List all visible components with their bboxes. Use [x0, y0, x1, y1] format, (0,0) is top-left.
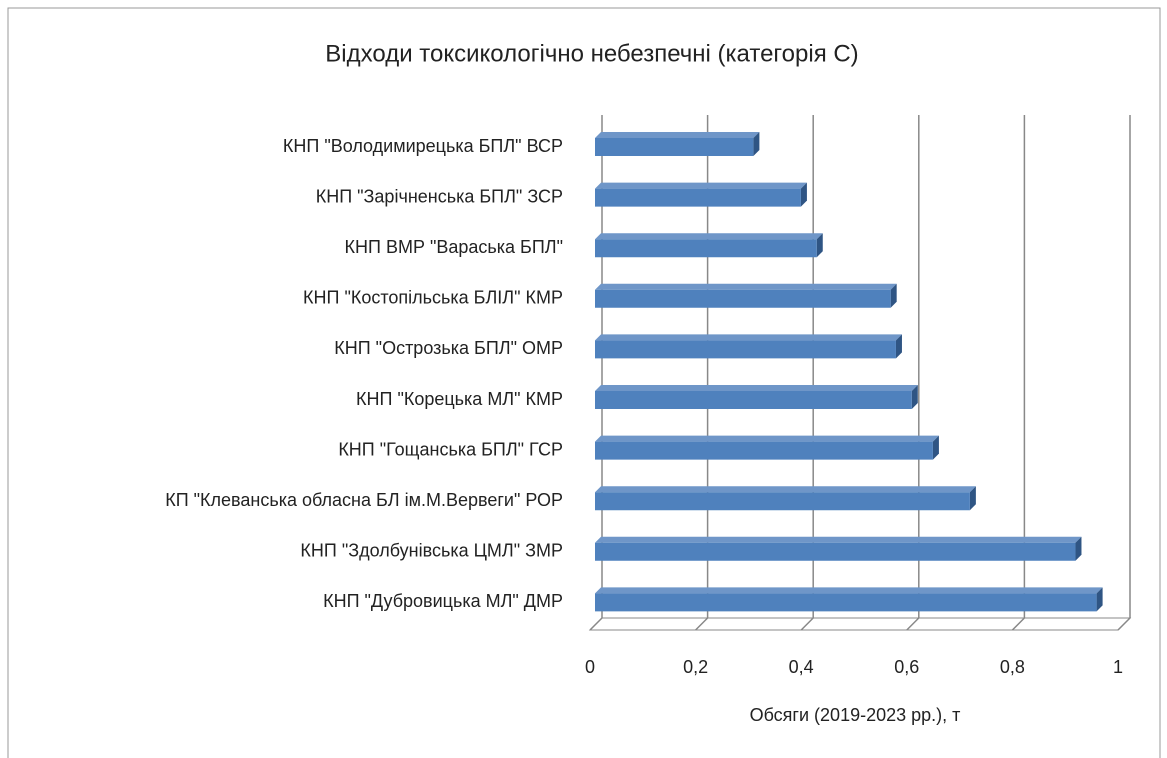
y-tick-label: КНП "Дубровицька МЛ" ДМР — [323, 591, 563, 611]
bar-top — [595, 334, 902, 341]
bar-front — [595, 542, 1076, 561]
y-tick-label: КНП "Костопільська БЛІЛ" КМР — [303, 288, 563, 308]
bar — [595, 283, 897, 308]
x-tick-label: 0 — [585, 657, 595, 677]
bar-side — [800, 182, 807, 207]
grid-line — [800, 115, 814, 631]
grid-line — [906, 115, 920, 631]
bar-front — [595, 340, 896, 359]
bar-top — [595, 435, 939, 442]
bar-side — [753, 132, 760, 156]
grid-line — [1011, 115, 1026, 631]
grid-line — [1117, 115, 1131, 631]
y-tick-label: КНП "Острозька БПЛ" ОМР — [334, 338, 563, 358]
bar-top — [595, 182, 807, 189]
bar — [595, 132, 760, 156]
bar-side — [1075, 536, 1082, 561]
y-tick-label: КНП "Зарічненська БПЛ" ЗСР — [316, 186, 563, 206]
floor — [588, 617, 1132, 631]
bar — [595, 486, 976, 511]
x-tick-label: 1 — [1113, 657, 1123, 677]
bar-top — [595, 283, 897, 290]
bar-top — [595, 385, 918, 391]
bar-top — [595, 132, 760, 138]
x-tick-label: 0,6 — [894, 657, 919, 677]
chart-border — [7, 7, 1161, 758]
y-tick-label: КНП ВМР "Вараська БПЛ" — [345, 237, 563, 257]
bar-top — [595, 587, 1103, 594]
bar-top — [595, 536, 1082, 543]
chart-title: Відходи токсикологічно небезпечні (катег… — [325, 40, 858, 67]
bar — [595, 233, 823, 258]
bar-front — [595, 391, 912, 409]
bar-side — [969, 486, 976, 511]
bar-front — [595, 239, 817, 258]
bar-top — [595, 486, 976, 493]
bar-side — [895, 334, 902, 359]
bar-front — [595, 441, 933, 460]
grid-line — [695, 115, 709, 631]
bar-side — [911, 385, 918, 409]
bar-front — [595, 593, 1097, 612]
y-tick-label: КНП "Корецька МЛ" КМР — [356, 389, 563, 409]
x-tick-label: 0,8 — [1000, 657, 1025, 677]
grid-line — [589, 115, 603, 631]
x-axis-label: Обсяги (2019-2023 рр.), т — [750, 705, 961, 725]
bar-side — [932, 435, 939, 460]
bar-top — [595, 233, 823, 240]
bar-front — [595, 188, 801, 207]
x-tick-label: 0,2 — [683, 657, 708, 677]
bar-side — [816, 233, 823, 258]
bar — [595, 435, 939, 460]
bar-side — [1096, 587, 1103, 612]
bar-front — [595, 492, 970, 511]
y-tick-label: КНП "Володимирецька БПЛ" ВСР — [283, 136, 563, 156]
y-tick-label: КП "Клеванська обласна БЛ ім.М.Вервеги" … — [165, 490, 563, 510]
bar-side — [890, 283, 897, 308]
bar — [595, 385, 918, 409]
bar — [595, 536, 1082, 561]
bar — [595, 182, 807, 207]
y-tick-label: КНП "Гощанська БПЛ" ГСР — [338, 439, 563, 459]
bar — [595, 334, 902, 359]
y-tick-label: КНП "Здолбунівська ЦМЛ" ЗМР — [300, 541, 563, 561]
bar — [595, 587, 1103, 612]
bar-front — [595, 138, 754, 156]
x-tick-label: 0,4 — [789, 657, 814, 677]
bar-front — [595, 289, 891, 308]
